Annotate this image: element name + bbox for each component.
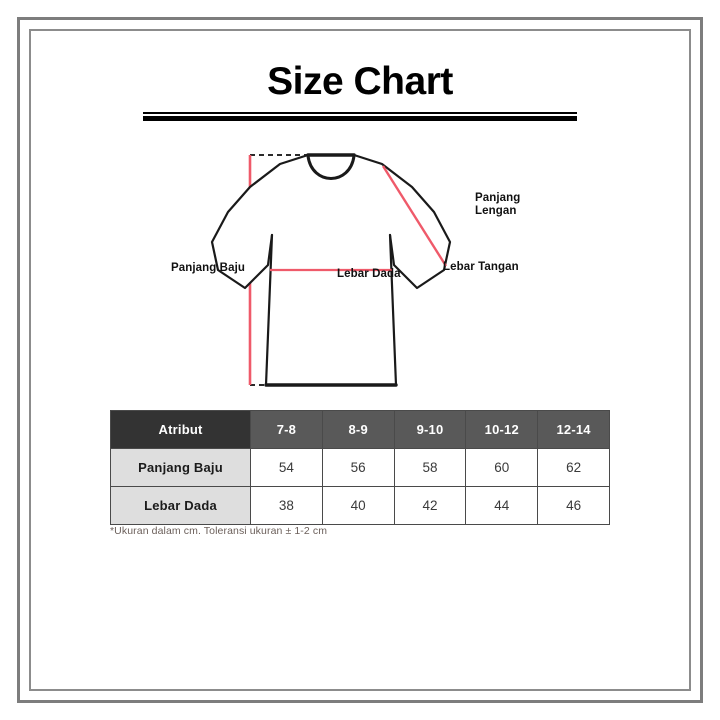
- column-header-size-9-10: 9-10: [393, 410, 467, 449]
- tshirt-outline: [210, 153, 452, 387]
- row-label-lebar-dada: Lebar Dada: [110, 486, 251, 525]
- divider-thin-rule: [143, 112, 577, 114]
- title-divider: [143, 112, 577, 121]
- cell-lebar-dada-12-14: 46: [537, 486, 610, 525]
- column-header-size-10-12: 10-12: [465, 410, 539, 449]
- column-header-attribute: Atribut: [110, 410, 251, 449]
- cell-panjang-baju-9-10: 58: [393, 448, 467, 487]
- row-label-panjang-baju: Panjang Baju: [110, 448, 251, 487]
- column-header-size-7-8: 7-8: [250, 410, 323, 449]
- cell-lebar-dada-9-10: 42: [393, 486, 467, 525]
- table-row: Lebar Dada 38 40 42 44 46: [110, 486, 610, 525]
- cell-panjang-baju-12-14: 62: [537, 448, 610, 487]
- cell-panjang-baju-7-8: 54: [250, 448, 323, 487]
- cell-panjang-baju-8-9: 56: [321, 448, 395, 487]
- label-lebar-tangan: Lebar Tangan: [443, 261, 519, 273]
- column-header-size-8-9: 8-9: [321, 410, 395, 449]
- measurement-footnote: *Ukuran dalam cm. Toleransi ukuran ± 1-2…: [110, 525, 328, 537]
- inner-border-frame: [29, 29, 691, 691]
- outer-border-frame: [17, 17, 703, 703]
- cell-lebar-dada-10-12: 44: [465, 486, 539, 525]
- label-panjang-baju: Panjang Baju: [170, 262, 245, 274]
- cell-lebar-dada-7-8: 38: [250, 486, 323, 525]
- table-header-row: Atribut 7-8 8-9 9-10 10-12 12-14: [110, 410, 610, 449]
- tshirt-diagram: [150, 140, 570, 405]
- table-row: Panjang Baju 54 56 58 60 62: [110, 448, 610, 487]
- column-header-size-12-14: 12-14: [537, 410, 610, 449]
- cell-panjang-baju-10-12: 60: [465, 448, 539, 487]
- panjang-lengan-measure-line: [381, 165, 448, 267]
- page-title: Size Chart: [267, 60, 453, 103]
- label-lebar-dada: Lebar Dada: [337, 268, 401, 280]
- collar-curve: [306, 154, 356, 180]
- cell-lebar-dada-8-9: 40: [321, 486, 395, 525]
- size-table: Atribut 7-8 8-9 9-10 10-12 12-14 Panjang…: [110, 410, 610, 525]
- label-panjang-lengan: Panjang Lengan: [475, 192, 521, 217]
- divider-thick-rule: [143, 116, 577, 121]
